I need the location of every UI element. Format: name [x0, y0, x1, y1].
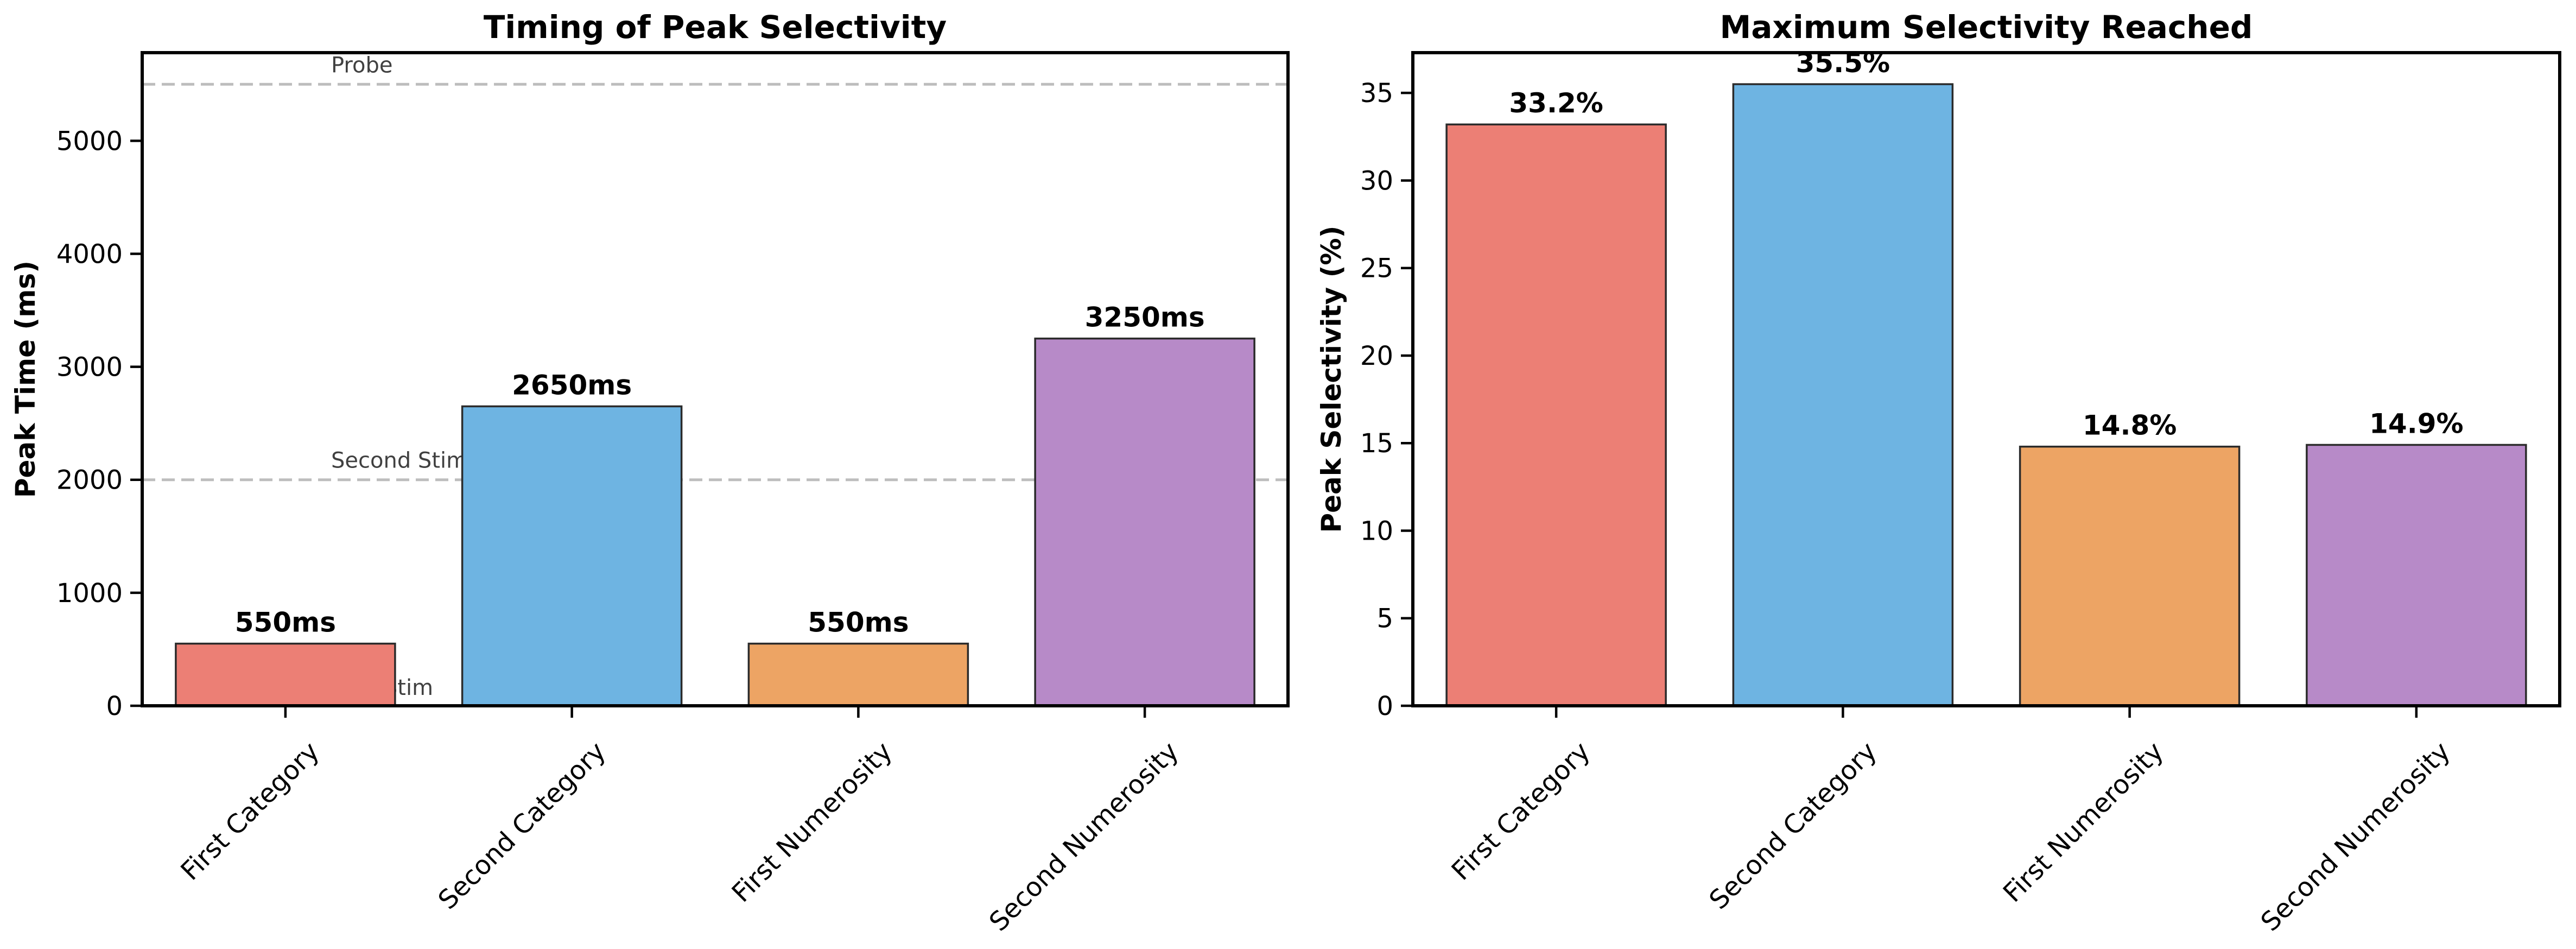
bar-value-label: 14.8% [2083, 410, 2177, 441]
bar-value-label: 3250ms [1085, 302, 1205, 333]
y-tick-label: 4000 [56, 239, 123, 269]
category-label: Second Numerosity [984, 736, 1185, 938]
bar [461, 405, 683, 707]
bar [2019, 445, 2241, 707]
y-tick-label: 10 [1360, 516, 1393, 546]
y-tick-label: 1000 [56, 578, 123, 609]
y-axis-label: Peak Selectivity (%) [1316, 225, 1347, 533]
y-tick-label: 5 [1376, 604, 1393, 634]
bar [175, 642, 396, 707]
bar [1732, 83, 1954, 707]
plot-frame [1411, 51, 2561, 707]
bar-value-label: 550ms [235, 607, 336, 638]
category-label: Second Numerosity [2255, 736, 2457, 938]
bar-value-label: 33.2% [1509, 87, 1603, 119]
reference-line-label: Second Stim [331, 448, 467, 473]
bar [2306, 444, 2527, 707]
bar-value-label: 550ms [808, 607, 909, 638]
bar [1445, 123, 1667, 707]
category-label: First Numerosity [1997, 736, 2169, 908]
y-tick-label: 15 [1360, 428, 1393, 459]
plot-frame [141, 51, 1290, 707]
y-tick-label: 35 [1360, 78, 1393, 109]
reference-line-label: Probe [331, 53, 392, 78]
y-tick-label: 3000 [56, 352, 123, 383]
bar-value-label: 14.9% [2369, 408, 2463, 439]
chart-title: Maximum Selectivity Reached [1720, 9, 2253, 46]
category-label: First Category [175, 736, 325, 887]
bar-value-label: 2650ms [512, 369, 632, 401]
y-axis-label: Peak Time (ms) [10, 261, 41, 498]
category-label: First Numerosity [726, 736, 898, 908]
y-tick-label: 0 [106, 691, 123, 722]
y-tick-label: 30 [1360, 166, 1393, 196]
y-tick-label: 25 [1360, 254, 1393, 284]
category-label: Second Category [1703, 736, 1882, 915]
y-tick-label: 2000 [56, 465, 123, 496]
y-tick-label: 5000 [56, 126, 123, 156]
bar [1034, 337, 1255, 707]
bar [747, 642, 969, 707]
category-label: First Category [1446, 736, 1596, 887]
y-tick-label: 20 [1360, 341, 1393, 371]
category-label: Second Category [433, 736, 612, 915]
chart-title: Timing of Peak Selectivity [484, 9, 947, 46]
y-tick-label: 0 [1376, 691, 1393, 722]
